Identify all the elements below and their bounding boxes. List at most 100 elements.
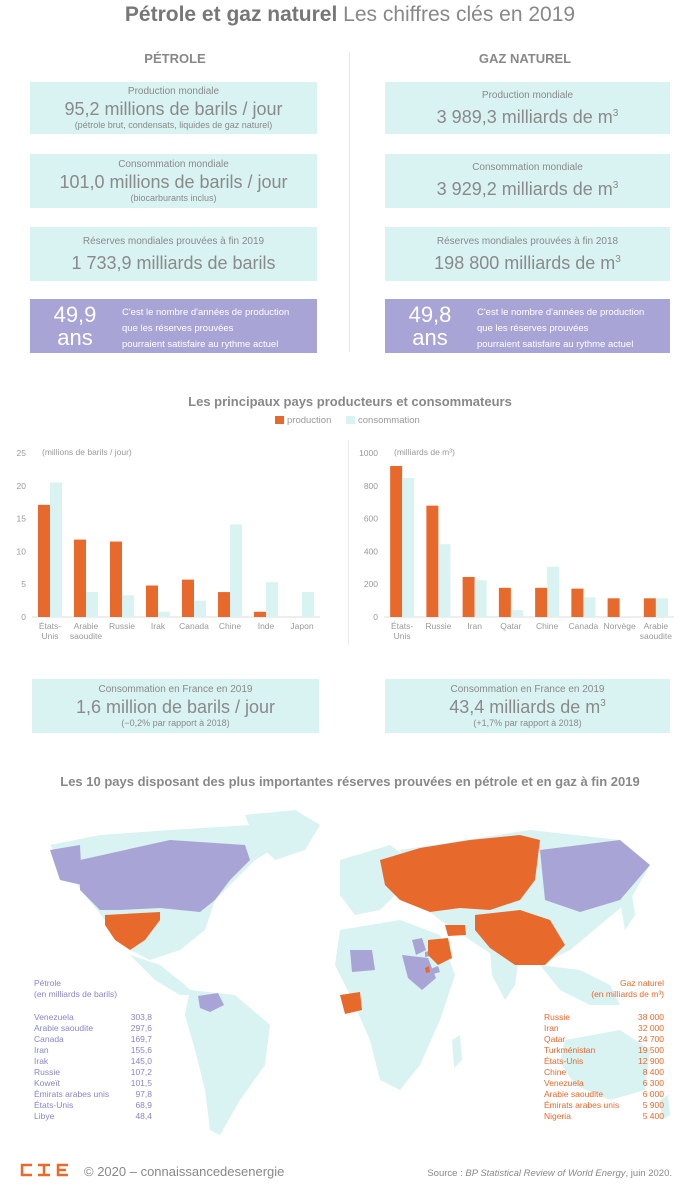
gas-list-row: Venezuela 6 300 (544, 1078, 664, 1089)
world-map (50, 810, 670, 1135)
petrole-consommation-value: 101,0 millions de barils / jour (59, 172, 288, 192)
gas-chart-bar-consommation (438, 544, 451, 617)
gas-chart-bar-consommation (655, 598, 668, 617)
map-canada (80, 840, 250, 912)
oil-list-country: Iran (34, 1045, 49, 1055)
gas-list-row: Russie 38 000 (544, 1012, 664, 1023)
map-nigeria (340, 992, 362, 1014)
map-oil-countries (50, 840, 650, 1012)
france-petrole-box: Consommation en France en 2019 1,6 milli… (32, 679, 319, 733)
petrole-reserves-value: 1 733,9 milliards de barils (71, 253, 276, 273)
gas-chart-category-label: Chine (536, 621, 558, 631)
gas-chart-category-label: Iran (467, 621, 482, 631)
gas-chart-bar-consommation (402, 478, 415, 617)
oil-list-country: États-Unis (34, 1100, 74, 1110)
oil-list-row: Libye 48,4 (34, 1111, 152, 1122)
gas-list-value: 24 700 (638, 1034, 664, 1044)
footer-source-prefix: Source : (427, 1168, 466, 1179)
petrole-consommation-note: (biocarburants inclus) (130, 193, 217, 203)
gas-list-row: Nigeria 5 400 (544, 1111, 664, 1122)
map-iran (428, 938, 452, 965)
oil-chart-bar-consommation (86, 592, 98, 617)
france-petrole-label: Consommation en France en 2019 (98, 684, 253, 695)
oil-chart-category-label: Russie (109, 621, 135, 631)
oil-list-row: Irak 145,0 (34, 1056, 152, 1067)
oil-chart-bar-consommation (158, 611, 170, 617)
oil-list-value: 169,7 (130, 1034, 152, 1044)
gaz-reserves-sup: 3 (615, 254, 621, 265)
oil-chart-category-label: États- (39, 621, 61, 631)
gas-list-country: Turkménistan (544, 1045, 596, 1055)
producers-title: Les principaux pays producteurs et conso… (188, 394, 512, 409)
gaz-production-value-wrap: 3 989,3 milliards de m3 (385, 107, 670, 128)
gaz-annees-box: 49,8 ans C'est le nombre d'années de pro… (385, 299, 670, 353)
oil-chart-bar-production (182, 579, 194, 617)
oil-list-row: États-Unis 68,9 (34, 1100, 152, 1111)
gaz-annees-line3: pourraient satisfaire au rythme actuel (477, 339, 634, 350)
gas-chart-bar-production (607, 598, 620, 617)
gaz-annees-line2: que les réserves prouvées (477, 323, 589, 334)
france-gaz-value: 43,4 milliards de m (449, 697, 601, 717)
oil-list-subtitle: (en milliards de barils) (34, 989, 118, 999)
gas-chart-bar-consommation (547, 566, 560, 617)
gas-chart-ytick-label: 1000 (359, 448, 378, 458)
oil-chart-bar-production (74, 539, 86, 617)
petrole-reserves-box: Réserves mondiales prouvées à fin 2019 1… (30, 227, 317, 281)
gaz-heading: GAZ NATUREL (478, 51, 572, 66)
title-bold: Pétrole et gaz naturel (124, 3, 338, 26)
gas-list-row: Émirats arabes unis 5 900 (544, 1100, 664, 1111)
footer-source-suffix: , juin 2020. (625, 1168, 672, 1179)
petrole-annees-line1: C'est le nombre d'années de production (122, 307, 290, 318)
oil-chart-ytick-label: 0 (21, 612, 26, 622)
gaz-production-sup: 3 (612, 108, 619, 119)
oil-list-value: 97,8 (135, 1089, 152, 1099)
oil-list-value: 48,4 (135, 1111, 152, 1121)
oil-chart-bar-production (218, 592, 230, 617)
gas-chart-ytick-label: 400 (364, 546, 378, 556)
map-title: Les 10 pays disposant des plus important… (60, 774, 640, 789)
map-saudi (402, 955, 436, 990)
oil-chart-bar-production (146, 585, 158, 617)
legend-consommation-label: consommation (358, 415, 420, 426)
petrole-annees-box: 49,9 ans C'est le nombre d'années de pro… (30, 299, 317, 353)
gas-list-rows: Russie 38 000 Iran 32 000 Qatar 24 700 Turkmén… (544, 1012, 664, 1122)
oil-list-row: Canada 169,7 (34, 1034, 152, 1045)
gaz-consommation-sup: 3 (612, 180, 619, 191)
gas-list-title: Gaz naturel (620, 978, 664, 988)
footer-copyright: © 2020 – connaissancedesenergie (84, 1164, 285, 1179)
footer-source: Source : BP Statistical Review of World … (427, 1168, 672, 1179)
gas-list-country: Émirats arabes unis (544, 1100, 620, 1110)
petrole-annees-line3: pourraient satisfaire au rythme actuel (122, 339, 279, 350)
land-greenland (245, 810, 320, 860)
gas-list-country: Venezuela (544, 1078, 584, 1088)
oil-list-country: Russie (34, 1067, 60, 1077)
gas-chart-category-label: saoudite (640, 631, 672, 641)
gas-chart-bar-production (571, 588, 584, 617)
gas-chart-bar-consommation (583, 597, 596, 617)
oil-list-value: 145,0 (130, 1056, 152, 1066)
oil-list-country: Irak (34, 1056, 49, 1066)
legend-production-label: production (287, 415, 332, 426)
gas-list-country: Chine (544, 1067, 567, 1077)
gas-chart-category-label: Norvège (604, 621, 636, 631)
gaz-annees-line1: C'est le nombre d'années de production (477, 307, 645, 318)
gas-list-row: Chine 8 400 (544, 1067, 664, 1078)
oil-list-value: 155,6 (130, 1045, 152, 1055)
gas-list-value: 6 300 (642, 1078, 664, 1088)
france-gaz-value-wrap: 43,4 milliards de m3 (385, 697, 670, 718)
oil-chart-bar-production (110, 541, 122, 617)
petrole-reserves-label: Réserves mondiales prouvées à fin 2019 (82, 236, 265, 247)
oil-chart-category-label: Arabie (74, 621, 99, 631)
land-south-america (185, 990, 270, 1135)
oil-list-value: 101,5 (130, 1078, 152, 1088)
page-title: Pétrole et gaz naturel Les chiffres clés… (0, 3, 700, 27)
map-qatar (425, 966, 430, 973)
oil-list-value: 107,2 (130, 1067, 152, 1077)
map-usa (105, 912, 160, 950)
france-gaz-sup: 3 (600, 698, 606, 709)
gas-list-value: 6 000 (642, 1089, 664, 1099)
gas-chart-bar-production (462, 576, 475, 617)
oil-list-country: Canada (34, 1034, 64, 1044)
gas-chart-bar-production (643, 598, 656, 617)
petrole-annees-num: 49,9 (53, 302, 97, 327)
